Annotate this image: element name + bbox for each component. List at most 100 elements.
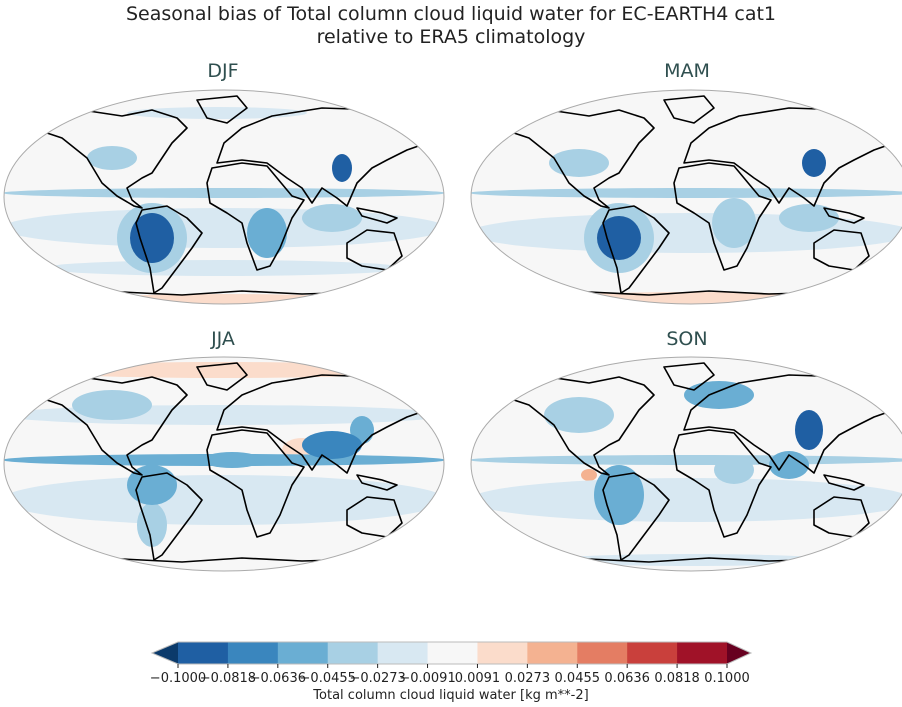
colorbar-tick-label: 0.0273 (505, 671, 551, 686)
colorbar-segment (377, 642, 429, 664)
title-line-2: relative to ERA5 climatology (316, 26, 586, 48)
coastline (135, 472, 203, 561)
coastline (823, 207, 865, 224)
bias-region (44, 260, 404, 276)
coastline (216, 107, 428, 207)
bias-region (4, 208, 444, 248)
coastline (346, 496, 403, 538)
colorbar-segment (277, 642, 329, 664)
colorbar-segment (477, 642, 528, 664)
colorbar-over-arrow (727, 642, 751, 664)
coastline (346, 229, 403, 271)
bias-region (4, 405, 444, 425)
coastline (683, 107, 895, 207)
bias-region (597, 216, 641, 260)
coastline (602, 205, 670, 294)
coastline (135, 205, 203, 294)
map-border-jja (3, 356, 445, 572)
bias-region (137, 503, 167, 547)
colorbar-segment (178, 642, 229, 664)
colorbar-segment (677, 642, 728, 664)
map-djf (3, 89, 445, 305)
coastline (31, 376, 188, 476)
colorbar-under-arrow (152, 642, 178, 664)
colorbar-tick-label: −0.0455 (300, 671, 356, 686)
bias-region (202, 452, 262, 468)
figure-title: Seasonal bias of Total column cloud liqu… (0, 3, 902, 49)
coastline (356, 474, 398, 491)
coastline (498, 109, 655, 209)
bias-region (4, 475, 444, 525)
map-mam (470, 89, 902, 305)
bias-region (581, 469, 597, 481)
bias-region (769, 451, 809, 479)
map-border-son (470, 356, 902, 572)
colorbar-tick-label: −0.0636 (250, 671, 306, 686)
bias-region (412, 125, 444, 141)
map-border-mam (470, 89, 902, 305)
bias-region (551, 292, 831, 304)
bias-region (714, 456, 754, 484)
bias-region (130, 213, 174, 263)
map-son (470, 356, 902, 572)
panel-title-son: SON (666, 328, 708, 350)
colorbar-tick-label: 0.0455 (555, 671, 601, 686)
coastline (196, 362, 248, 391)
colorbar: −0.1000−0.0818−0.0636−0.0455−0.0273−0.00… (150, 641, 753, 686)
bias-region (471, 455, 902, 465)
colorbar-tick-label: −0.1000 (150, 671, 206, 686)
bias-region (471, 478, 902, 522)
colorbar-segment (327, 642, 379, 664)
colorbar-tick-label: 0.0636 (604, 671, 650, 686)
coastline (356, 207, 398, 224)
colorbar-tick-label: 0.1000 (704, 671, 750, 686)
coastline (663, 95, 715, 124)
coastline (683, 374, 895, 474)
bias-region (712, 198, 756, 248)
bias-region (87, 146, 137, 170)
bias-region (332, 154, 352, 182)
colorbar-segment (627, 642, 678, 664)
coastline (673, 162, 772, 271)
bias-region (4, 188, 444, 198)
bias-region (127, 107, 307, 119)
colorbar-segment (527, 642, 578, 664)
bias-region (544, 397, 614, 433)
map-border-djf (3, 89, 445, 305)
coastline (673, 429, 772, 538)
bias-region (127, 465, 177, 505)
title-line-1: Seasonal bias of Total column cloud liqu… (125, 3, 777, 25)
coastline (498, 376, 655, 476)
colorbar-tick-label: −0.0091 (399, 671, 455, 686)
bias-region (795, 410, 823, 450)
bias-region (302, 204, 362, 232)
colorbar-tick-label: −0.0273 (349, 671, 405, 686)
bias-region (247, 208, 287, 258)
coastline (206, 429, 305, 538)
coastline (823, 474, 865, 491)
bias-region (72, 390, 152, 420)
bias-region (549, 149, 609, 177)
coastline (663, 362, 715, 391)
bias-region (594, 465, 644, 525)
coastline (206, 162, 305, 271)
coastline (31, 109, 188, 209)
bias-region (684, 381, 754, 409)
bias-region (779, 204, 839, 232)
colorbar-tick-label: 0.0091 (455, 671, 501, 686)
colorbar-tick-label: −0.0818 (200, 671, 256, 686)
colorbar-label: Total column cloud liquid water [kg m**-… (313, 688, 589, 703)
colorbar-tick-label: 0.0818 (654, 671, 700, 686)
panel-title-jja: JJA (211, 328, 235, 350)
bias-region (802, 149, 826, 177)
bias-region (471, 188, 902, 198)
map-jja (3, 356, 445, 572)
coastline (813, 496, 870, 538)
coastline (602, 472, 670, 561)
colorbar-segment (577, 642, 628, 664)
panel-title-djf: DJF (207, 60, 239, 82)
bias-region (302, 431, 362, 459)
colorbar-segment (427, 642, 478, 664)
coastline (216, 374, 428, 474)
panel-title-mam: MAM (664, 60, 710, 82)
